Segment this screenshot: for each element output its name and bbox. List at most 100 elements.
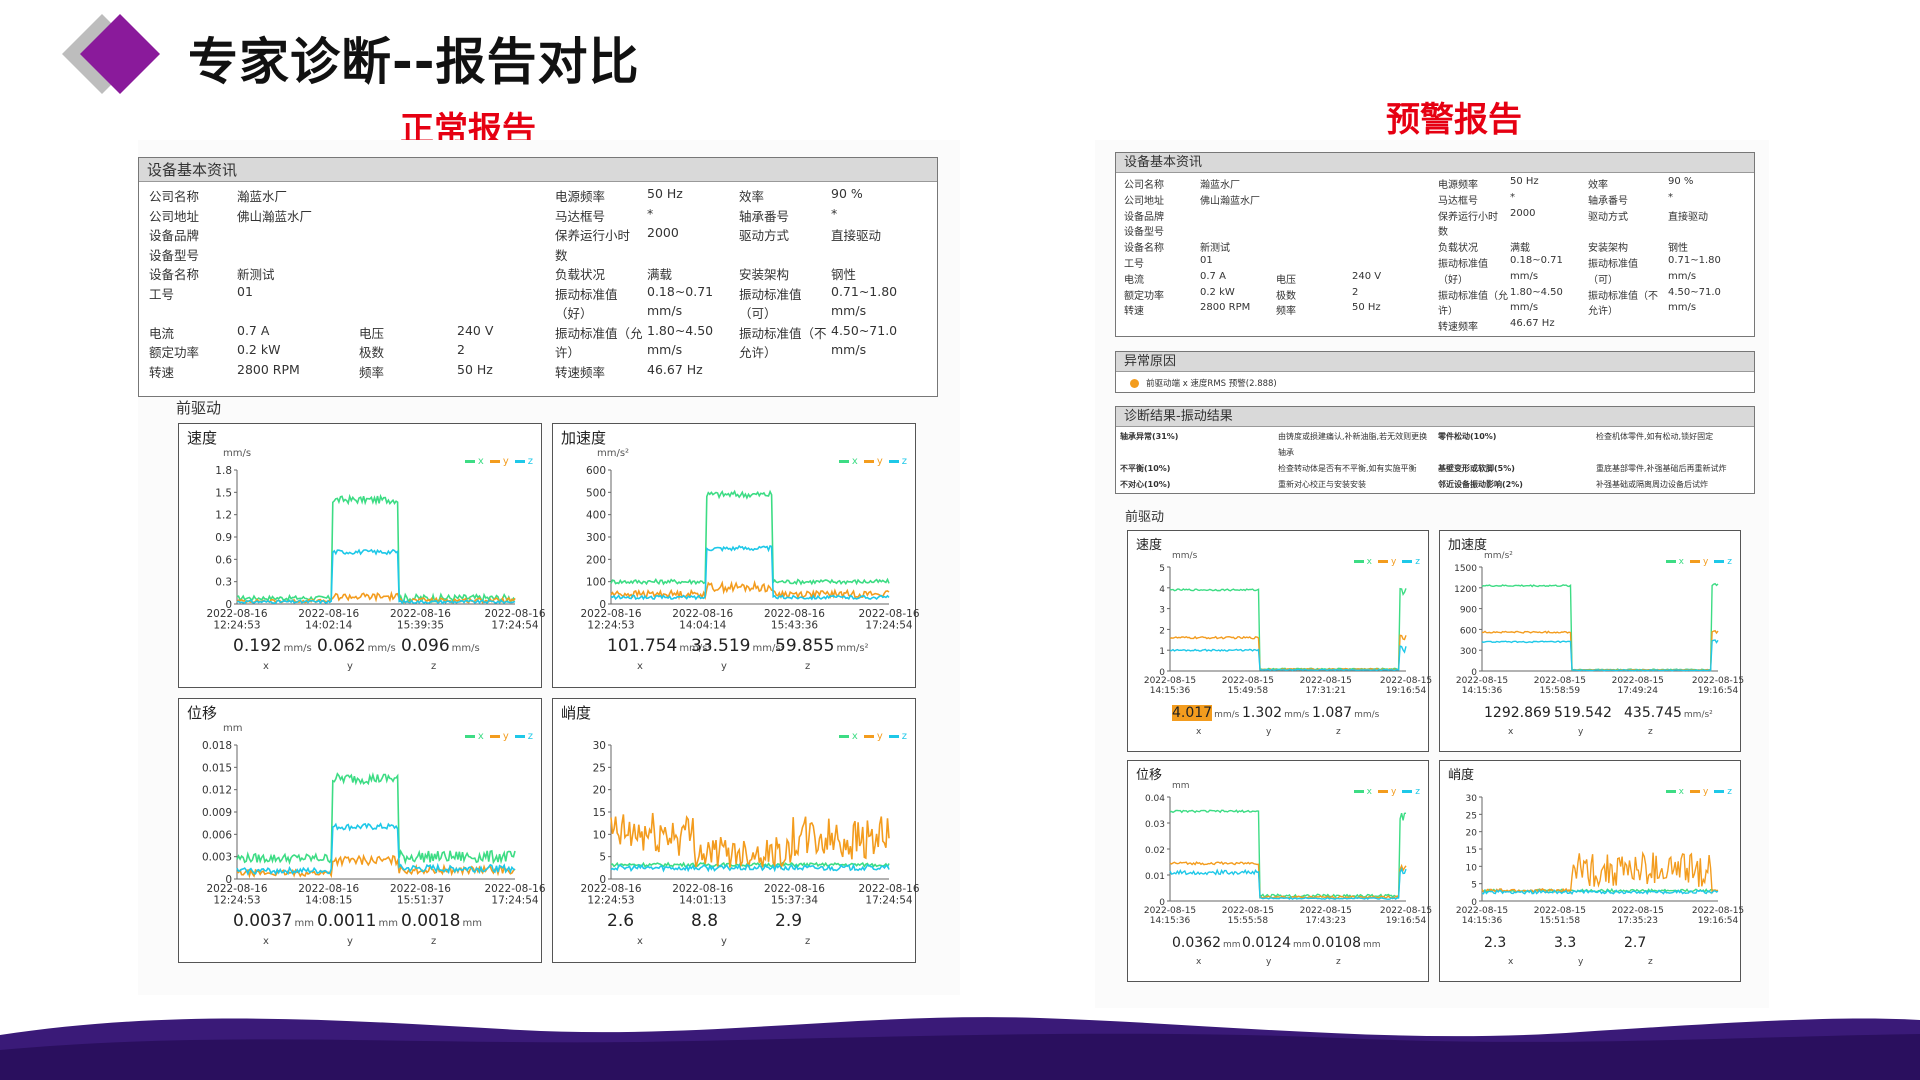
reading-value: 2.6 [607,911,635,931]
info-value: * [1668,191,1673,203]
series-line-z [1481,889,1719,895]
info-label: 振动标准值 [1438,259,1488,270]
reading-value: 0.0011 [317,911,377,931]
reading-z: 0.0108 mm [1312,935,1381,951]
info-label: 设备名称 [1124,243,1164,255]
info-header: 设备基本资讯 [1116,153,1754,173]
reading-y: 519.542 [1554,705,1612,721]
info-label: 转速 [149,364,175,380]
info-label: 允许） [1588,306,1618,318]
series-line-x [1481,582,1719,671]
reading-unit: mm [462,918,482,929]
y-tick-label: 500 [586,487,606,499]
chart-n-dis: 位移 mm x y z 0 0.003 0.006 0.009 0.012 0.015 0.018 20… [178,698,546,963]
reading-value: 1292.869 [1484,705,1551,721]
reading-y: 0.0011 mm [317,911,398,931]
info-table: 设备基本资讯 公司名称 瀚蓝水厂 电源频率 50 Hz 效率 90 % 公司地址 佛山瀚蓝水厂 马… [1115,152,1755,337]
info-label: 马达框号 [555,208,606,224]
chart-title: 峭度 [561,704,592,722]
reading-label: y [347,661,353,672]
y-tick-label: 1.5 [215,487,232,499]
warning-report-title: 预警报告 [1386,100,1522,140]
reading-value: 2.3 [1484,935,1507,951]
chart-title: 位移 [1136,768,1163,783]
legend-label-x: x [851,456,858,467]
y-tick-label: 0 [1471,668,1477,678]
info-label: 工号 [149,286,175,302]
y-tick-label: 0 [1471,898,1477,908]
legend-swatch-x [1353,560,1364,563]
info-label: 负载状况 [1438,243,1478,255]
info-value: 瀚蓝水厂 [1200,180,1240,191]
info-value: 2800 RPM [1200,302,1251,314]
x-tick-label: 2022-08-16 15:39:35 [390,608,451,632]
legend-swatch-x [464,459,475,463]
info-value: mm/s [647,303,683,318]
reading-x: 0.0037 mm [233,911,314,931]
diagnosis-advice: 由铸度或损建痛认,补新油脂,若无效则更换 [1278,432,1428,441]
chart-title: 加速度 [1448,538,1488,553]
y-tick-label: 0.03 [1145,820,1165,830]
info-label: 振动标准值 [555,286,618,302]
reading-value: 0.0037 [233,911,293,931]
y-tick-label: 0 [225,599,232,611]
anomaly-header: 异常原因 [1116,352,1754,372]
y-axis-unit: mm [1172,781,1190,791]
info-label: 振动标准值（允 [555,325,643,341]
info-label: 转速频率 [1438,322,1478,334]
chart-n-kur: 峭度 x y z 0 5 10 15 20 25 30 2022-08-16 12:24:53 2022-… [552,698,920,963]
plot-area: 0 5 10 15 20 25 30 2022-08-15 14:15:36 2022-08-15… [1456,794,1744,926]
plot-area: 0 0.003 0.006 0.009 0.012 0.015 0.018 2022-08-1… [202,740,546,907]
info-label: 驱动方式 [1588,211,1628,223]
legend-swatch-y [1377,560,1388,563]
info-value: 46.67 Hz [647,361,703,377]
diagnosis-advice: 重底基部零件,补强基础后再重新试炸 [1596,464,1727,473]
legend-label-y: y [502,456,509,467]
info-value: 2 [1352,286,1359,298]
series-line-y [610,579,890,601]
info-value: mm/s [1668,270,1697,282]
info-value: 佛山瀚蓝水厂 [1200,195,1260,207]
diagnosis-cause: 零件松动(10%) [1438,432,1497,441]
info-label: 极数 [359,345,385,360]
x-tick-label: 2022-08-15 19:16:54 [1380,906,1432,926]
info-value: 50 Hz [457,361,493,377]
y-tick-label: 600 [586,465,606,477]
x-tick-label: 2022-08-15 19:16:54 [1380,676,1432,696]
legend: x y z [833,731,907,742]
reading-unit: mm/s [283,643,312,654]
diamond-logo-icon [62,14,160,94]
chart-title: 加速度 [561,429,607,447]
reading-unit: mm/s [1354,710,1380,720]
y-tick-label: 0.015 [202,762,232,774]
y-tick-label: 0 [225,874,232,886]
y-tick-label: 1 [1159,647,1165,657]
reading-value: 59.855 [775,636,835,656]
info-value: 0.18~0.71 [1510,255,1563,266]
info-value: * [1510,191,1515,203]
info-table: 设备基本资讯 公司名称 瀚蓝水厂 电源频率 50 Hz 效率 90 % 公司地址 佛山瀚蓝水厂 马… [138,157,938,397]
reading-unit: mm [378,918,398,929]
reading-unit: mm/s² [752,643,785,654]
series-line-x [236,493,516,604]
anomaly-text: 前驱动端 x 速度RMS 预警(2.888) [1146,379,1277,389]
diagnosis-cause: 邻近设备振动影响(2%) [1438,480,1523,489]
legend-swatch-y [1689,790,1700,793]
y-tick-label: 5 [1159,564,1165,574]
reading-x: 4.017 mm/s [1172,705,1239,721]
legend-label-x: x [1366,787,1372,797]
x-tick-label: 2022-08-16 14:01:13 [672,883,733,907]
normal-report-panel: 设备基本资讯 公司名称 瀚蓝水厂 电源频率 50 Hz 效率 90 % 公司地址 佛山瀚蓝水厂 马… [138,140,960,995]
x-tick-label: 2022-08-16 12:24:53 [206,883,267,907]
reading-y: 3.3 [1554,935,1576,951]
info-label: 轴承番号 [1588,195,1628,207]
reading-value: 2.7 [1624,935,1647,951]
legend-swatch-x [1353,790,1364,793]
y-tick-label: 4 [1159,585,1165,595]
y-axis-unit: mm/s [223,448,252,459]
reading-value: 101.754 [607,636,678,656]
y-tick-label: 3 [1159,606,1165,616]
info-label: 设备品牌 [1124,211,1164,223]
reading-z: 1.087 mm/s [1312,705,1379,721]
info-label: 额定功率 [1124,290,1164,302]
